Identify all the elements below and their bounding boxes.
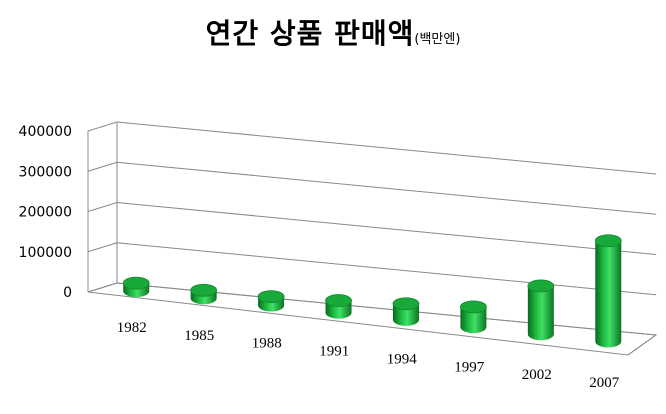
chart-title: 연간 상품 판매액(백만엔) bbox=[0, 12, 666, 52]
x-tick-label: 1985 bbox=[184, 328, 214, 344]
y-tick-label: 300000 bbox=[19, 164, 72, 180]
bar-top bbox=[460, 300, 487, 314]
bar-body bbox=[527, 285, 554, 341]
y-tick-label: 400000 bbox=[19, 124, 72, 140]
bar-top bbox=[392, 297, 420, 311]
bar bbox=[257, 290, 285, 312]
x-tick-label: 1991 bbox=[319, 344, 349, 360]
bar-body bbox=[460, 306, 487, 334]
bar bbox=[325, 294, 352, 319]
x-tick-label: 1988 bbox=[252, 336, 282, 352]
chart-title-unit: (백만엔) bbox=[414, 32, 461, 47]
x-tick-label: 2002 bbox=[522, 367, 552, 383]
bar bbox=[122, 276, 150, 298]
y-tick-label: 0 bbox=[63, 285, 72, 301]
bar-top bbox=[190, 283, 218, 297]
x-tick-label: 1997 bbox=[454, 359, 485, 375]
floor-right-edge bbox=[627, 334, 657, 356]
gridline-left-wall bbox=[87, 202, 118, 212]
bar-top bbox=[257, 290, 285, 304]
bar-top bbox=[122, 276, 150, 290]
bar bbox=[527, 279, 555, 341]
bar bbox=[190, 283, 218, 305]
gridlines bbox=[87, 121, 658, 356]
bar-top bbox=[594, 234, 622, 248]
gridline bbox=[116, 121, 657, 175]
gridline bbox=[116, 202, 657, 255]
gridline bbox=[116, 242, 657, 296]
y-tick-label: 200000 bbox=[19, 205, 72, 221]
bar-top bbox=[325, 294, 352, 307]
gridline bbox=[116, 161, 657, 215]
x-tick-label: 2007 bbox=[589, 375, 620, 391]
y-tick-label: 100000 bbox=[19, 245, 72, 261]
gridline-left-wall bbox=[87, 161, 118, 172]
gridline-left-wall bbox=[87, 242, 118, 253]
bars bbox=[122, 234, 622, 348]
bar bbox=[460, 300, 487, 334]
chart-title-text: 연간 상품 판매액 bbox=[205, 17, 415, 50]
floor bbox=[87, 282, 658, 356]
bar-body bbox=[595, 240, 622, 348]
y-axis-ticks: 400000 300000 200000 100000 0 bbox=[19, 124, 72, 301]
gridline-left-wall bbox=[87, 121, 118, 132]
bar-top bbox=[527, 279, 555, 293]
x-axis-ticks: 1982 1985 1988 1991 1994 1997 2002 2007 bbox=[117, 320, 620, 391]
bar bbox=[594, 234, 622, 348]
x-tick-label: 1994 bbox=[387, 351, 418, 367]
x-tick-label: 1982 bbox=[117, 320, 147, 336]
bar bbox=[392, 297, 420, 326]
